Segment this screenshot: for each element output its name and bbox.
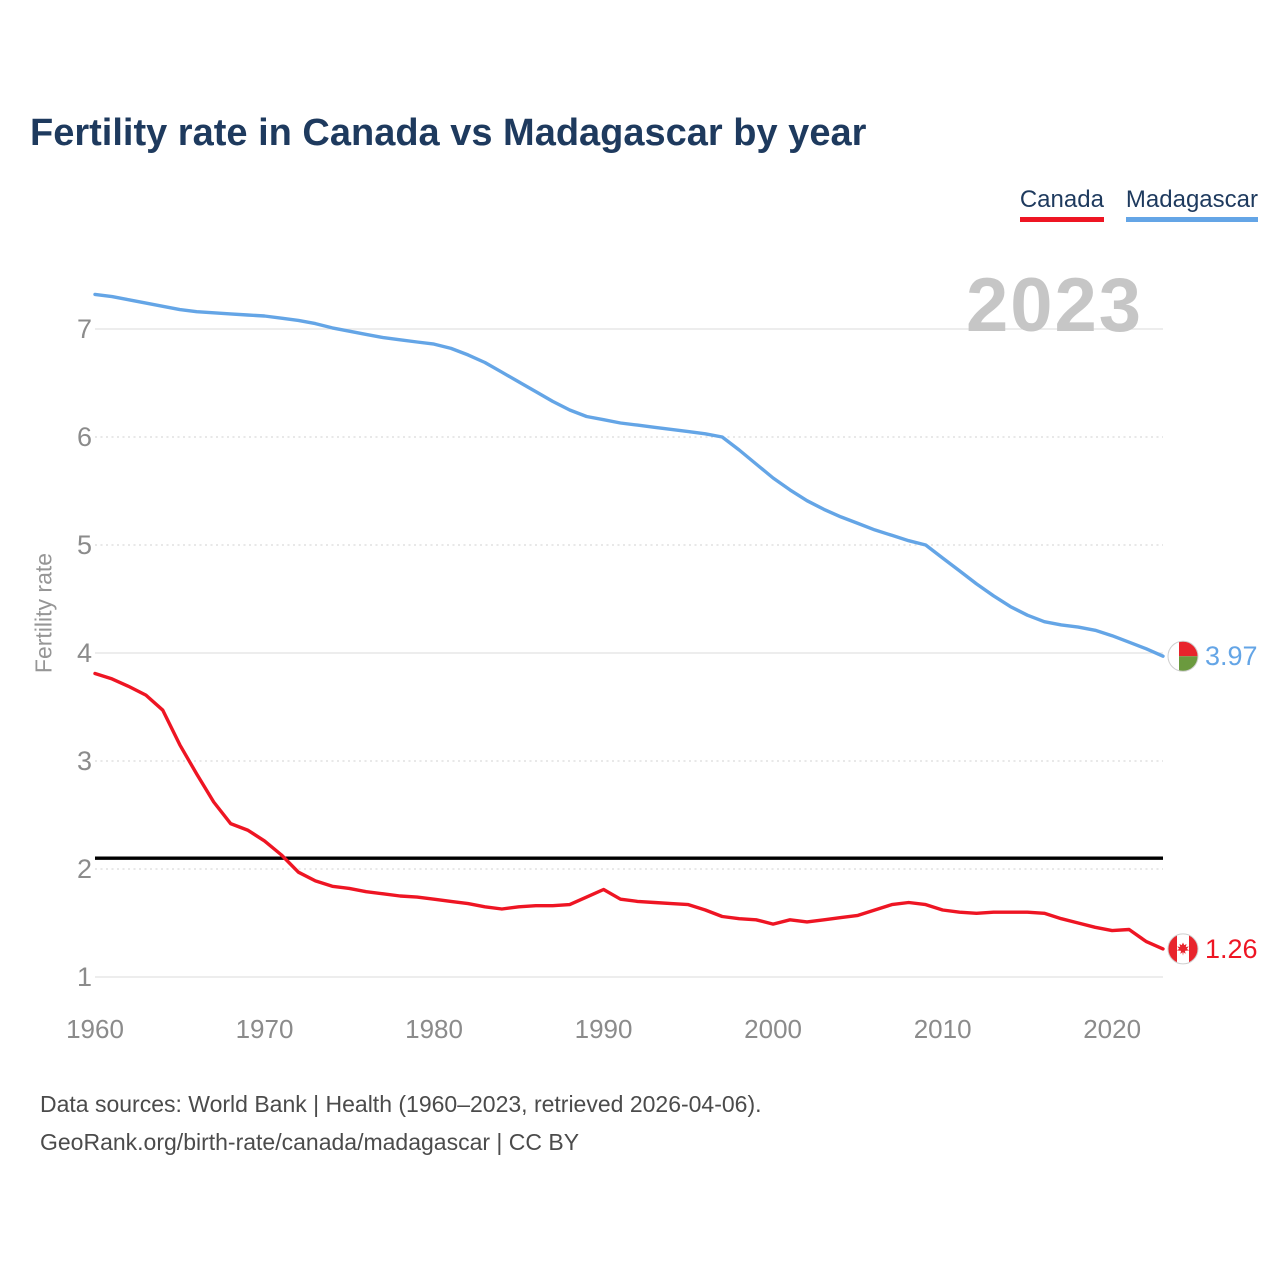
y-tick-label-7: 7 [77,314,92,344]
y-tick-label-2: 2 [77,854,92,884]
footer-attribution: GeoRank.org/birth-rate/canada/madagascar… [40,1128,580,1155]
legend: Canada Madagascar [1019,186,1258,222]
footer: Data sources: World Bank | Health (1960–… [40,1086,762,1162]
y-tick-label-5: 5 [77,530,92,560]
madagascar-line[interactable] [93,292,1165,658]
canada-line[interactable] [93,671,1165,951]
y-tick-label-4: 4 [77,638,92,668]
current-year-watermark: 2023 [966,263,1144,348]
y-tick-label-6: 6 [77,422,92,452]
x-tick-label-1970: 1970 [236,1014,294,1044]
x-tick-label-2010: 2010 [914,1014,972,1044]
legend-label-canada: Canada [1019,186,1104,213]
x-tick-label-2020: 2020 [1083,1014,1141,1044]
x-tick-label-2000: 2000 [744,1014,802,1044]
x-tick-label-1980: 1980 [405,1014,463,1044]
legend-item-canada[interactable]: Canada [1019,186,1104,222]
page-title: Fertility rate in Canada vs Madagascar b… [30,112,867,154]
footer-data-sources: Data sources: World Bank | Health (1960–… [40,1091,762,1117]
y-tick-label-3: 3 [77,746,92,776]
y-axis-title: Fertility rate [30,552,57,674]
legend-label-madagascar: Madagascar [1125,186,1258,213]
y-tick-label-1: 1 [77,962,92,992]
legend-item-madagascar[interactable]: Madagascar [1125,186,1258,222]
madagascar-end-value: 3.97 [1205,641,1258,671]
canada-end-value: 1.26 [1205,934,1258,964]
x-tick-label-1990: 1990 [575,1014,633,1044]
x-tick-label-1960: 1960 [66,1014,124,1044]
canada-flag-icon [1168,933,1198,964]
